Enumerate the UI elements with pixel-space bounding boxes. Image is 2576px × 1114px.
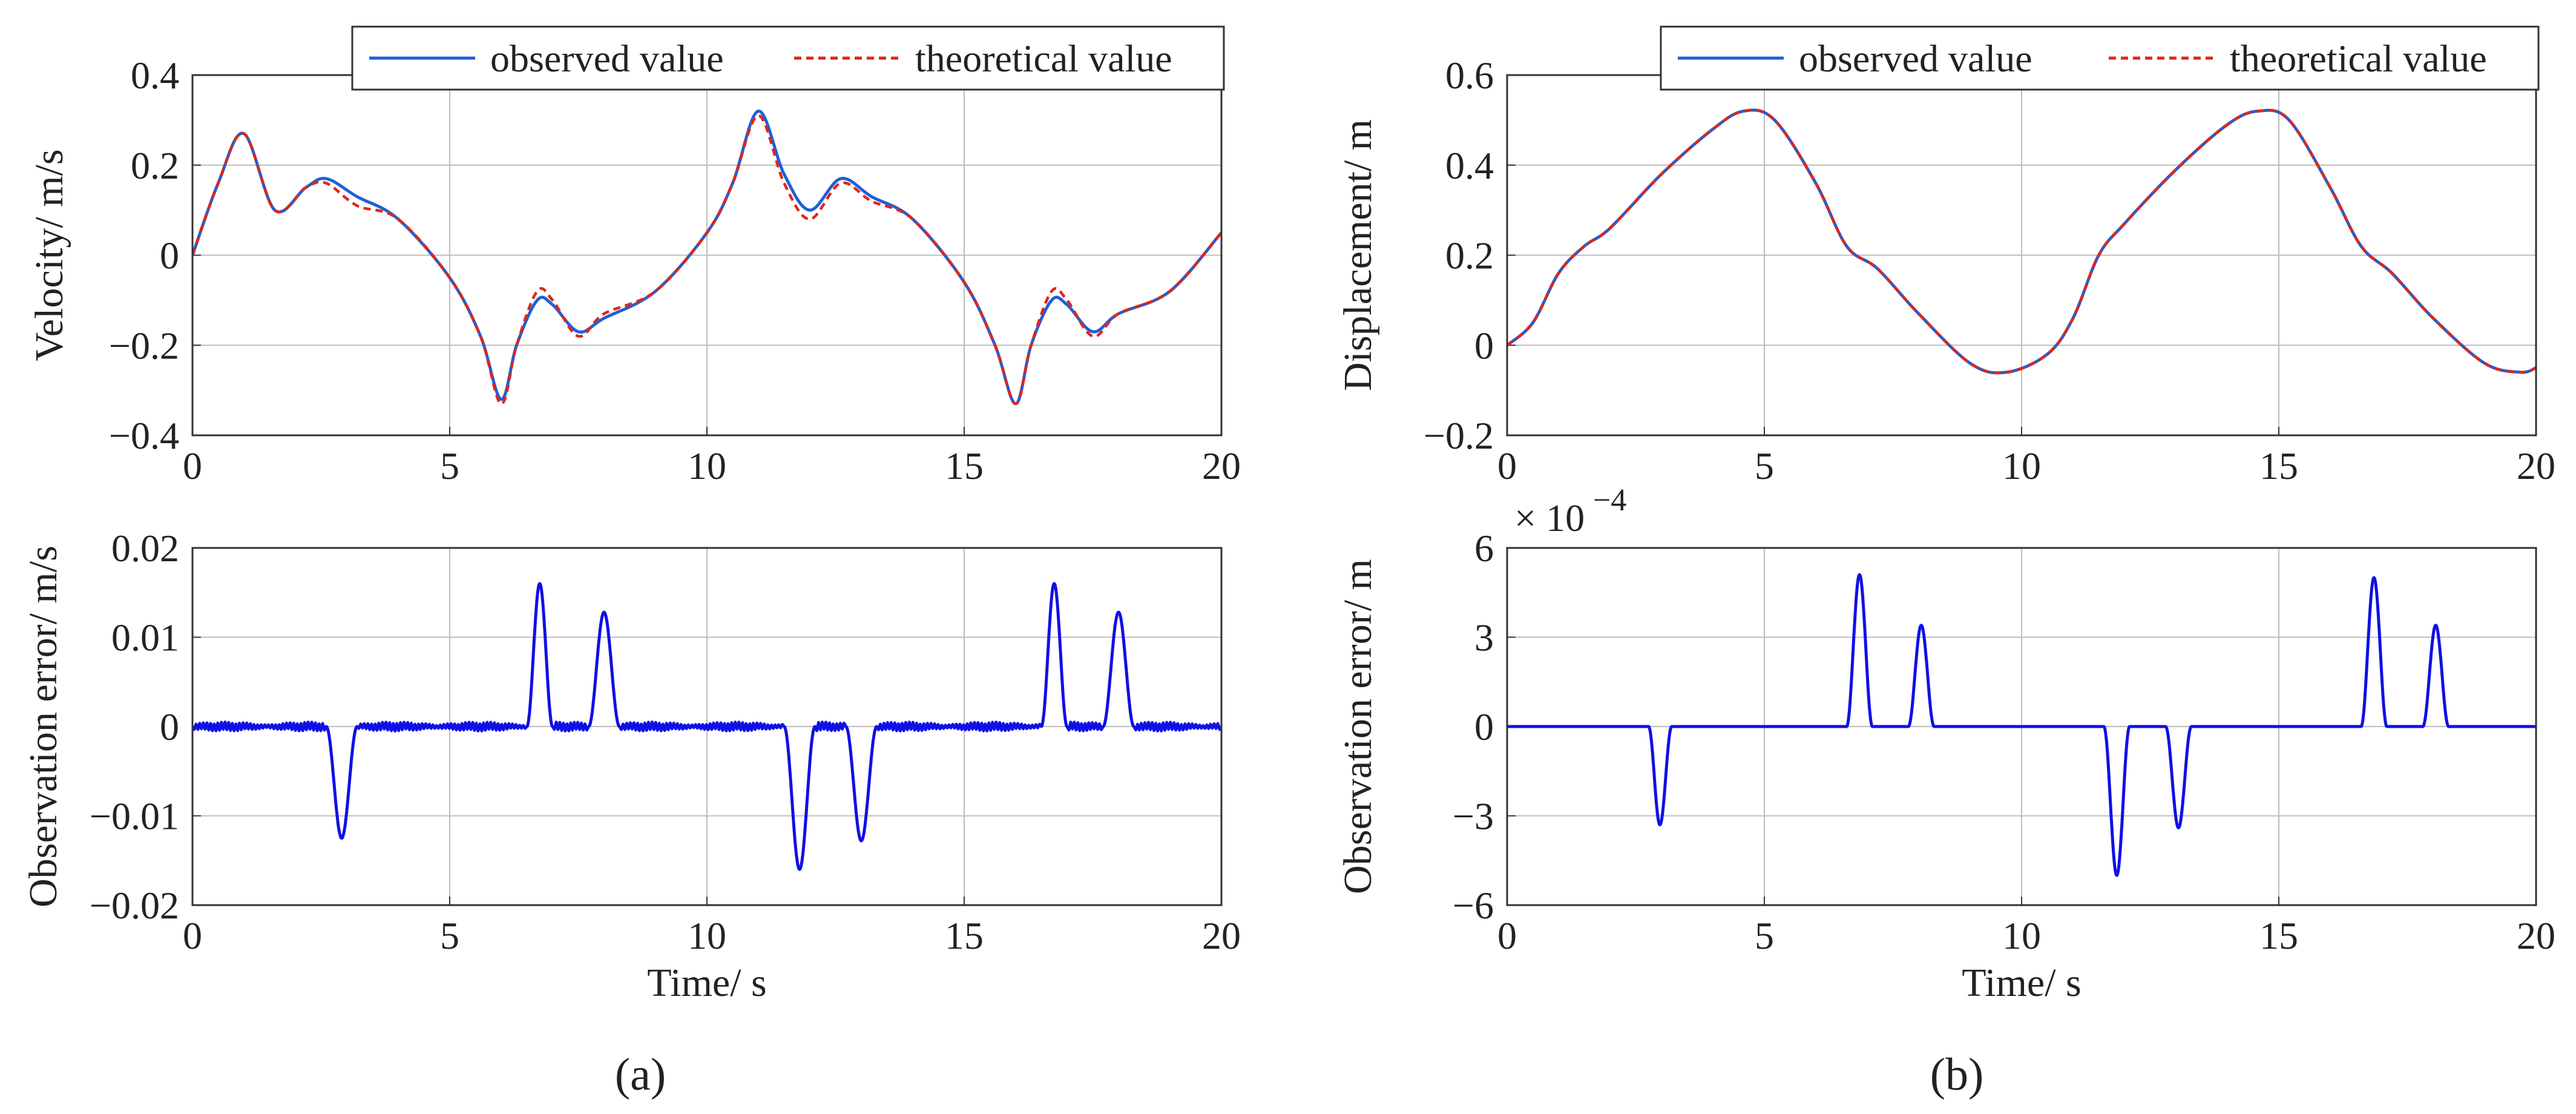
x-tick-label: 20 [2517,914,2555,957]
x-axis-label: Time/ s [1962,961,2081,1005]
y-tick-label: −0.2 [109,324,179,367]
x-tick-label: 20 [2517,444,2555,487]
series-line-theoretical-value [1507,108,2536,375]
y-tick-label: 0.6 [1445,54,1494,97]
y-tick-label: 0.4 [1445,144,1494,187]
panel-label-a: (a) [615,1049,666,1100]
legend-box [1660,25,2540,91]
y-tick-label: −0.2 [1424,414,1494,457]
legend-label-observed: observed value [1799,37,2032,80]
y-tick-label: 6 [1474,527,1494,570]
panel-label-b: (b) [1930,1049,1984,1100]
x-tick-label: 15 [2259,444,2298,487]
chart-displacement_error: 0 5 10 15 20 −6 −3 0 3 6 Observation error/ m Time/… [1336,483,2555,1005]
x-tick-label: 10 [688,914,726,957]
legend: observed value theoretical value [351,25,1225,91]
legend-label-observed: observed value [490,37,724,80]
x-tick-label: 10 [2002,444,2041,487]
x-tick-label: 0 [1497,444,1517,487]
x-tick-label: 20 [1202,444,1241,487]
x-tick-label: 5 [440,444,459,487]
axis-scale-label: × 10 [1514,496,1585,539]
x-tick-label: 15 [2259,914,2298,957]
series-group [192,110,1221,406]
y-axis-label: Displacement/ m [1336,119,1380,391]
series-line-observation-error [1507,573,2536,877]
series-group [192,582,1221,871]
x-tick-label: 5 [440,914,459,957]
y-tick-label: 0.4 [131,54,179,97]
y-axis-label: Velocity/ m/s [27,149,71,361]
legend-label-theoretical: theoretical value [2230,37,2487,80]
y-tick-label: −0.02 [90,884,179,927]
axes-frame [1506,547,2537,906]
axes-frame [191,547,1223,906]
series-group [1507,108,2536,375]
x-tick-label: 5 [1755,914,1774,957]
x-tick-label: 15 [945,914,984,957]
y-tick-label: 0 [160,705,179,748]
series-line-theoretical-value [192,114,1221,406]
axis-scale-exponent: −4 [1593,483,1626,518]
y-axis-label: Observation error/ m/s [21,545,65,908]
series-line-observation-error [192,582,1221,871]
x-tick-label: 10 [2002,914,2041,957]
legend-label-theoretical: theoretical value [915,37,1172,80]
y-tick-label: 0 [160,234,179,277]
x-tick-label: 15 [945,444,984,487]
x-axis-label: Time/ s [647,961,766,1005]
y-axis-label: Observation error/ m [1336,559,1380,894]
y-tick-label: 3 [1474,616,1494,659]
y-tick-label: 0 [1474,705,1494,748]
y-tick-label: 0.01 [111,616,179,659]
x-tick-label: 0 [1497,914,1517,957]
x-tick-label: 5 [1755,444,1774,487]
y-tick-label: 0.2 [131,144,179,187]
x-tick-label: 0 [183,914,202,957]
series-group [1507,573,2536,877]
y-tick-label: −3 [1453,795,1494,838]
y-tick-label: 0 [1474,324,1494,367]
legend-box [351,25,1225,91]
legend: observed value theoretical value [1660,25,2540,91]
x-tick-label: 0 [183,444,202,487]
y-tick-label: −0.01 [90,795,179,838]
y-tick-label: 0.2 [1445,234,1494,277]
chart-velocity_error: 0 5 10 15 20 −0.02 −0.01 0 0.01 0.02 Observation e… [21,527,1241,1005]
chart-velocity: 0 5 10 15 20 −0.4 −0.2 0 0.2 0.4 Velocity/ m/s obse… [27,25,1241,487]
x-tick-label: 20 [1202,914,1241,957]
y-tick-label: −0.4 [109,414,179,457]
y-tick-label: 0.02 [111,527,179,570]
y-tick-label: −6 [1453,884,1494,927]
x-tick-label: 10 [688,444,726,487]
